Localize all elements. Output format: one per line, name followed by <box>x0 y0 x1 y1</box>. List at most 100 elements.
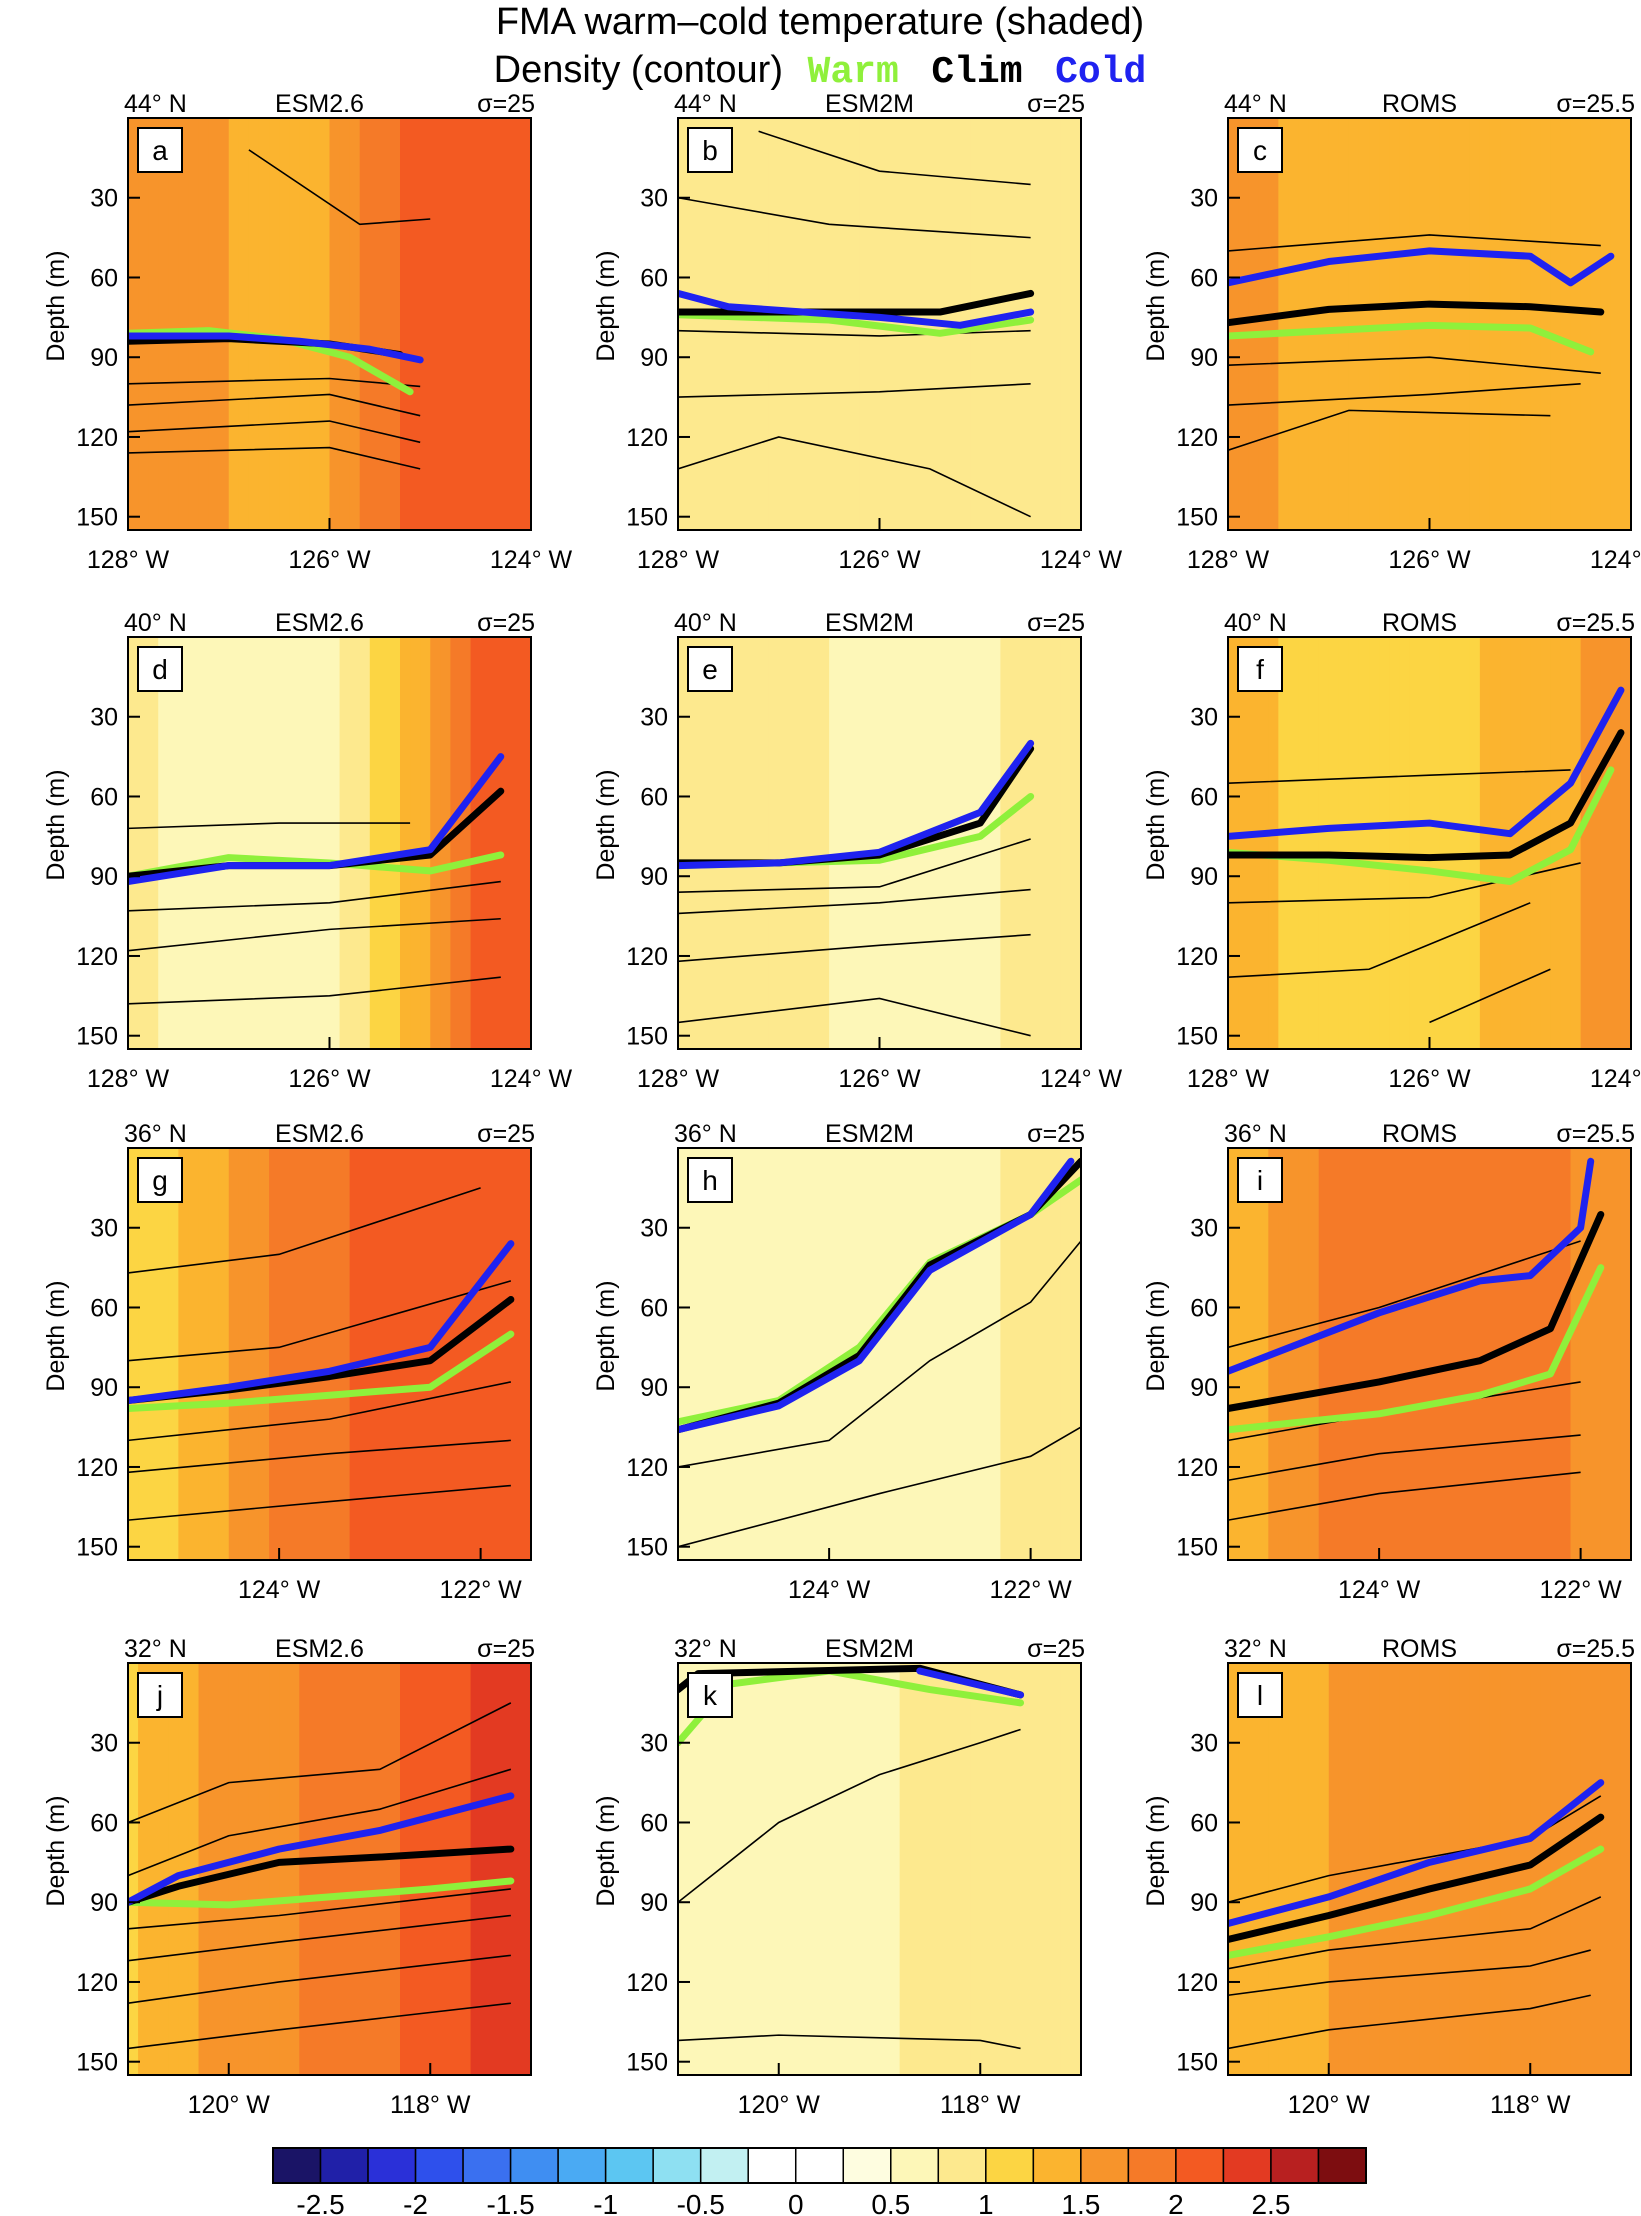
shade-cell <box>1419 1148 1431 1560</box>
shade-cell <box>420 1148 432 1560</box>
colorbar-tick-label: -0.5 <box>677 2189 725 2216</box>
shade-cell <box>1560 637 1572 1049</box>
shade-cell <box>1060 118 1072 530</box>
shade-cell <box>289 1663 301 2075</box>
shade-cell <box>168 1663 180 2075</box>
shade-cell <box>299 637 311 1049</box>
density-contour <box>128 1280 512 1362</box>
density-contour <box>678 196 1031 239</box>
shade-cell <box>1429 637 1441 1049</box>
shade-cell <box>970 1663 982 2075</box>
shade-cell <box>379 637 391 1049</box>
shade-cell <box>778 1148 790 1560</box>
shade-cell <box>1288 1148 1300 1560</box>
shade-cell <box>1248 637 1260 1049</box>
shade-cell <box>1620 118 1631 530</box>
shade-cell <box>1459 1663 1471 2075</box>
y-tick-label: 60 <box>1190 1294 1218 1322</box>
density-contour <box>1228 409 1551 452</box>
y-tick-label: 30 <box>90 185 118 213</box>
shade-cell <box>960 1663 972 2075</box>
colorbar-box <box>985 2147 1035 2184</box>
shade-cell <box>1060 1663 1072 2075</box>
shade-cell <box>1000 1663 1012 2075</box>
shade-cell <box>309 1663 321 2075</box>
y-tick-label: 120 <box>1176 1969 1218 1997</box>
shade-cell <box>758 1663 770 2075</box>
panel-c: 30 60 90 120 150 Depth (m) 128° W 126° W 124° W 4… <box>1142 90 1641 574</box>
panel-letter: k <box>703 1680 718 1711</box>
panel-frame <box>1227 1662 1632 2076</box>
panel-sigma: σ=25.5 <box>1556 1120 1635 1148</box>
colorbar-tick-label: 1.5 <box>1061 2189 1100 2216</box>
shade-cell <box>849 1663 861 2075</box>
shade-cell <box>420 637 432 1049</box>
density-contour <box>678 888 1031 915</box>
cold-isopycnal <box>678 739 1035 870</box>
x-tick-label: 118° W <box>390 2091 471 2119</box>
shade-cell <box>148 1663 160 2075</box>
shade-cell <box>819 1663 831 2075</box>
shade-cell <box>819 1148 831 1560</box>
shade-cell <box>728 1663 740 2075</box>
shade-cell <box>470 637 482 1049</box>
shade-cell <box>839 637 851 1049</box>
panel-l: 30 60 90 120 150 Depth (m) 120° W 118° W 32° N RO… <box>1142 1635 1635 2119</box>
y-tick-label: 120 <box>76 943 118 971</box>
shade-cell <box>289 1148 301 1560</box>
shade-cell <box>788 118 800 530</box>
shade-cell <box>349 1663 361 2075</box>
shade-cell <box>1560 1148 1572 1560</box>
y-axis-label: Depth (m) <box>1142 1280 1170 1391</box>
shade-cell <box>798 118 810 530</box>
density-contour <box>758 130 1031 186</box>
shade-cell <box>299 118 311 530</box>
shade-cell <box>1278 1663 1290 2075</box>
panel-k: 30 60 90 120 150 Depth (m) 120° W 118° W 32° N ES… <box>592 1635 1085 2119</box>
panel-latitude: 40° N <box>1224 609 1287 637</box>
cold-isopycnal <box>1228 686 1625 840</box>
shade-cell <box>1500 637 1512 1049</box>
density-contour <box>1228 902 1531 979</box>
shade-cell <box>758 637 770 1049</box>
shade-cell <box>369 637 381 1049</box>
y-tick-label: 60 <box>640 1809 668 1837</box>
shade-cell <box>1610 637 1622 1049</box>
shade-cell <box>410 637 422 1049</box>
y-tick-label: 60 <box>1190 264 1218 292</box>
shade-cell <box>748 118 760 530</box>
shade-cell <box>738 1148 750 1560</box>
shade-cell <box>1278 637 1290 1049</box>
density-contour <box>128 1381 512 1442</box>
shade-cell <box>470 1663 482 2075</box>
shade-cell <box>1600 1148 1612 1560</box>
panel-letter-box <box>137 1157 183 1203</box>
panel-e: 30 60 90 120 150 Depth (m) 128° W 126° W 124° W 4… <box>592 609 1123 1093</box>
colorbar-box <box>319 2147 369 2184</box>
shade-cell <box>1379 637 1391 1049</box>
density-contour <box>128 880 501 912</box>
shading <box>128 637 531 1049</box>
shade-cell <box>728 1148 740 1560</box>
colorbar-tick-label: -2.5 <box>296 2189 344 2216</box>
cold-isopycnal <box>1228 1779 1605 1927</box>
shade-cell <box>359 637 371 1049</box>
shade-cell <box>738 118 750 530</box>
panel-sigma: σ=25 <box>1027 1120 1085 1148</box>
density-contour <box>678 2034 1021 2050</box>
shade-cell <box>829 1663 841 2075</box>
panel-letter: a <box>152 135 168 166</box>
shade-cell <box>228 1663 240 2075</box>
colorbar-box <box>1127 2147 1177 2184</box>
y-tick-label: 60 <box>1190 783 1218 811</box>
shading <box>678 637 1081 1049</box>
y-tick-label: 90 <box>640 1374 668 1402</box>
colorbar-box <box>699 2147 749 2184</box>
panel-latitude: 36° N <box>674 1120 737 1148</box>
shade-cell <box>889 1148 901 1560</box>
shade-cell <box>218 637 230 1049</box>
panel-letter-box <box>1237 646 1283 692</box>
density-contour <box>678 1426 1081 1548</box>
shade-cell <box>1469 1148 1481 1560</box>
shade-cell <box>1449 637 1461 1049</box>
